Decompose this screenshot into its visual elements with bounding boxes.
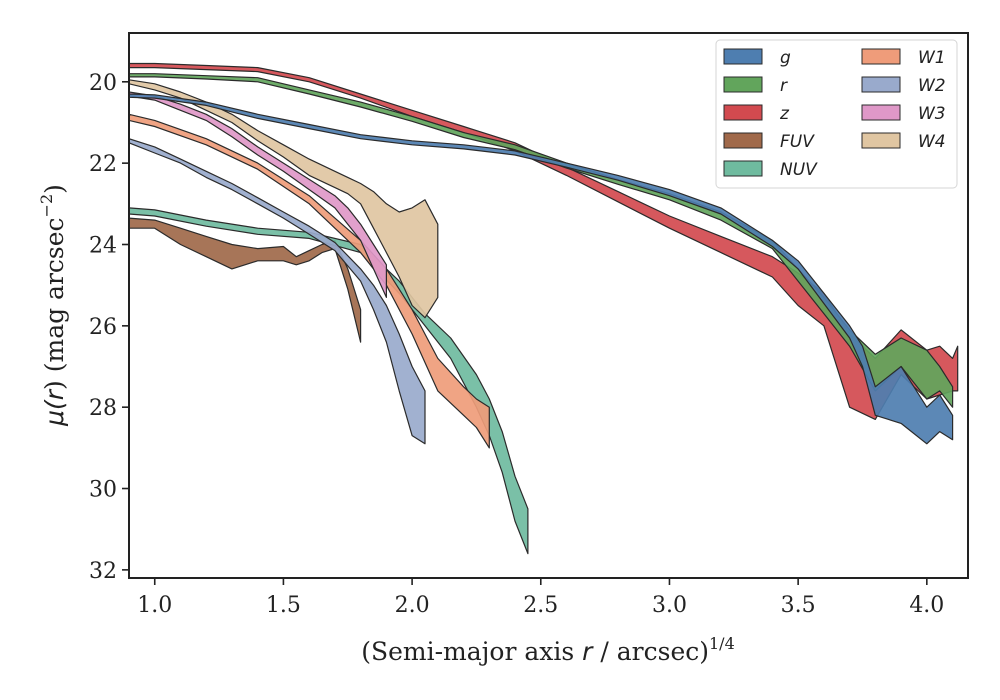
- legend-swatch-g: [723, 48, 763, 65]
- series-band-w2: [129, 138, 426, 445]
- legend-swatch-w2: [861, 76, 901, 93]
- y-tick-label: 26: [89, 315, 117, 340]
- series-layer: [129, 62, 959, 555]
- legend-label-z: z: [779, 104, 790, 124]
- y-axis-title-part-2: r: [40, 388, 69, 400]
- series-band-g: [129, 93, 954, 445]
- legend-label-w3: W3: [918, 104, 946, 124]
- y-tick-label: 28: [89, 396, 117, 421]
- y-axis-title: μ(r) (mag arcsec−2): [37, 184, 69, 427]
- series-band-fuv: [129, 217, 362, 343]
- legend-label-r: r: [780, 76, 788, 96]
- legend-swatch-w4: [861, 132, 901, 149]
- x-axis-title-exponent: 1/4: [709, 634, 735, 653]
- y-axis-title-exponent: −2: [37, 194, 56, 218]
- legend-swatch-w3: [861, 104, 901, 121]
- legend-swatch-r: [723, 76, 763, 93]
- y-tick-label: 32: [89, 559, 117, 584]
- x-tick-label: 3.0: [652, 593, 687, 618]
- y-tick-label: 22: [89, 152, 117, 177]
- plot-frame: [128, 32, 969, 579]
- legend-label-g: g: [780, 48, 791, 68]
- x-tick-label: 4.0: [909, 593, 944, 618]
- legend-label-w2: W2: [918, 76, 946, 96]
- legend-swatch-fuv: [723, 132, 763, 149]
- y-axis-title-part-3: ) (mag arcsec: [40, 217, 69, 390]
- legend-swatch-w1: [861, 48, 901, 65]
- x-axis-title-part-1: (Semi-major axis: [361, 637, 582, 666]
- legend-label-w1: W1: [918, 48, 946, 68]
- y-axis-title-part-1: μ(: [40, 399, 69, 427]
- y-tick-label: 20: [89, 71, 117, 96]
- legend-swatch-nuv: [723, 160, 763, 177]
- x-axis-title-part-2: r: [582, 637, 594, 666]
- series-band-w1: [129, 113, 490, 449]
- x-tick-label: 2.5: [523, 593, 558, 618]
- series-band-w3: [129, 91, 387, 298]
- legend-label-w4: W4: [918, 132, 946, 152]
- y-tick-label: 24: [89, 233, 117, 258]
- x-axis-title: (Semi-major axis r / arcsec)1/4: [361, 634, 735, 666]
- x-axis-title-part-3: / arcsec): [592, 637, 709, 666]
- series-band-w4: [129, 79, 439, 319]
- legend-label-nuv: NUV: [780, 160, 818, 180]
- x-tick-label: 3.5: [781, 593, 816, 618]
- legend-label-fuv: FUV: [780, 132, 815, 152]
- legend-swatch-z: [723, 104, 763, 121]
- x-tick-label: 2.0: [395, 593, 430, 618]
- x-tick-label: 1.0: [137, 593, 172, 618]
- y-axis-title-part-5: ): [40, 184, 69, 194]
- y-tick-label: 30: [89, 478, 117, 503]
- series-band-nuv: [129, 207, 529, 555]
- legend: grz FUV NUV W1 W2 W3 W4: [715, 39, 958, 189]
- x-tick-label: 1.5: [266, 593, 301, 618]
- ticks-layer: 1.0 1.5 2.0 2.5 3.0 3.5 4.0 20 22 24 26 28 30 32: [89, 71, 944, 618]
